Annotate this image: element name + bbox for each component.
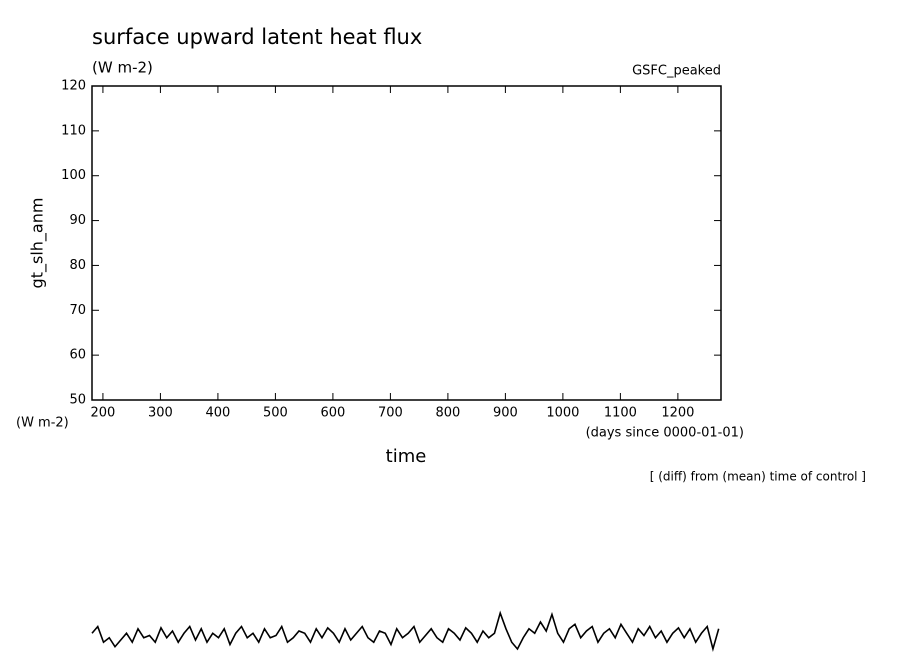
y-tick-label: 90 xyxy=(69,213,86,228)
run-label: GSFC_peaked xyxy=(632,64,721,79)
data-line xyxy=(91,610,720,653)
y-tick-label: 60 xyxy=(69,348,86,363)
y-tick-label: 120 xyxy=(61,79,86,94)
x-tick-label: 700 xyxy=(378,406,403,421)
x-tick-label: 600 xyxy=(320,406,345,421)
y-tick-label: 100 xyxy=(61,168,86,183)
x-tick-label: 900 xyxy=(493,406,518,421)
y-tick-label: 110 xyxy=(61,123,86,138)
chart-subtitle: (W m-2) xyxy=(92,59,153,77)
x-axis-label: time xyxy=(386,446,427,467)
chart-title: surface upward latent heat flux xyxy=(92,25,422,49)
x-tick-label: 300 xyxy=(148,406,173,421)
x-tick-label: 1200 xyxy=(661,406,694,421)
x-units: (days since 0000-01-01) xyxy=(586,426,744,441)
y-axis-label: gt_slh_anm xyxy=(28,198,48,289)
x-tick-label: 1100 xyxy=(604,406,637,421)
plot-frame xyxy=(91,85,722,401)
x-tick-label: 500 xyxy=(263,406,288,421)
note: [ (diff) from (mean) time of control ] xyxy=(650,470,866,484)
x-tick-label: 800 xyxy=(435,406,460,421)
y-tick-label: 80 xyxy=(69,258,86,273)
x-tick-label: 200 xyxy=(91,406,116,421)
y-tick-label: 70 xyxy=(69,303,86,318)
y-tick-label: 50 xyxy=(69,393,86,408)
y-units: (W m-2) xyxy=(16,416,69,431)
x-tick-label: 400 xyxy=(206,406,231,421)
x-tick-label: 1000 xyxy=(546,406,579,421)
